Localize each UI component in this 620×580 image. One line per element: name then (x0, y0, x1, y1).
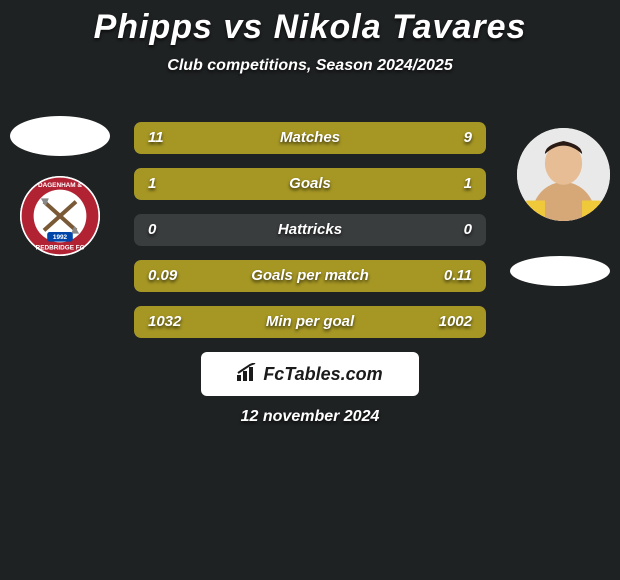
stat-row: 10321002Min per goal (134, 306, 486, 338)
fctables-badge[interactable]: FcTables.com (201, 352, 419, 396)
stat-label: Hattricks (134, 214, 486, 246)
player1-club-badge: DAGENHAM & REDBRIDGE FC 1992 (20, 176, 100, 256)
svg-text:DAGENHAM &: DAGENHAM & (38, 182, 82, 189)
svg-text:REDBRIDGE FC: REDBRIDGE FC (36, 245, 85, 252)
chart-icon (237, 363, 257, 386)
player1-headshot (10, 116, 110, 156)
subtitle: Club competitions, Season 2024/2025 (0, 57, 620, 75)
stats-table: 119Matches 11Goals 00Hattricks 0.090.11Goal… (134, 122, 486, 352)
stat-label: Min per goal (134, 306, 486, 338)
player2-headshot (517, 128, 610, 221)
stat-row: 0.090.11Goals per match (134, 260, 486, 292)
stat-label: Matches (134, 122, 486, 154)
stat-label: Goals per match (134, 260, 486, 292)
date-text: 12 november 2024 (0, 408, 620, 426)
stat-row: 00Hattricks (134, 214, 486, 246)
svg-text:1992: 1992 (53, 234, 68, 241)
badge-text: FcTables.com (263, 364, 382, 385)
stat-row: 119Matches (134, 122, 486, 154)
page-title: Phipps vs Nikola Tavares (0, 0, 620, 47)
stat-row: 11Goals (134, 168, 486, 200)
stat-label: Goals (134, 168, 486, 200)
player2-club-badge (510, 256, 610, 286)
